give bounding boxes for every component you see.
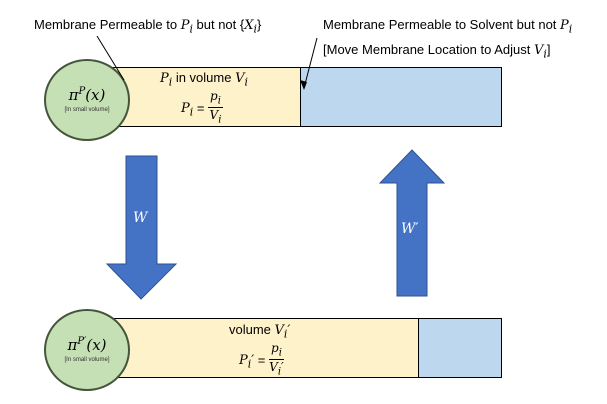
bottom-volume-label: volume Vi′ xyxy=(229,322,291,341)
annotation-left-mid: but not { xyxy=(192,17,245,32)
bottom-reservoir-circle: πP′(x) [In small volume] xyxy=(44,309,130,391)
top-eq-lhs: Pi xyxy=(181,101,194,119)
bottom-pressure-equation: Pi′ = pi Vi′ xyxy=(239,342,284,380)
top-pressure-equation: Pi = pi Vi xyxy=(181,90,223,128)
top-reservoir-note: [In small volume] xyxy=(64,107,110,113)
top-reservoir-potential: πP(x) xyxy=(68,86,106,104)
annotation-right-line1: Membrane Permeable to Solvent but not Pi xyxy=(323,17,573,36)
bottom-eq-sign: = xyxy=(254,352,269,368)
annotation-right-line2: [Move Membrane Location to Adjust Vi] xyxy=(323,41,551,61)
leader-line-right xyxy=(303,37,318,89)
bottom-reservoir-note: [In small volume] xyxy=(64,357,110,363)
annotation-right: Membrane Permeable to Solvent but not Pi… xyxy=(323,15,572,64)
top-eq-sign: = xyxy=(193,100,209,116)
bottom-tube-blue-region xyxy=(418,318,502,378)
top-tube-blue-region xyxy=(300,67,502,127)
top-eq-fraction: pi Vi xyxy=(208,89,223,126)
bottom-eq-lhs: Pi′ xyxy=(239,353,255,371)
annotation-left-p: Pi xyxy=(180,18,193,36)
down-arrow-label: W xyxy=(133,210,148,226)
up-arrow-label: W′ xyxy=(401,221,419,237)
up-arrow xyxy=(378,149,446,297)
bottom-reservoir-potential: πP′(x) xyxy=(67,336,107,354)
bottom-eq-fraction: pi Vi′ xyxy=(269,341,284,378)
annotation-left-suffix: } xyxy=(256,17,262,32)
leader-arrowhead-right xyxy=(300,80,307,90)
leader-line-left xyxy=(96,35,125,81)
annotation-left: Membrane Permeable to Pi but not {Xi} xyxy=(34,17,261,36)
annotation-left-x: Xi xyxy=(244,18,257,36)
top-reservoir-circle: πP(x) [In small volume] xyxy=(44,59,130,141)
top-volume-label: Pi in volume Vi xyxy=(160,70,248,89)
down-arrow xyxy=(105,155,178,300)
bottom-tube-yellow-region xyxy=(110,318,419,378)
annotation-left-text: Membrane Permeable to xyxy=(34,17,181,32)
